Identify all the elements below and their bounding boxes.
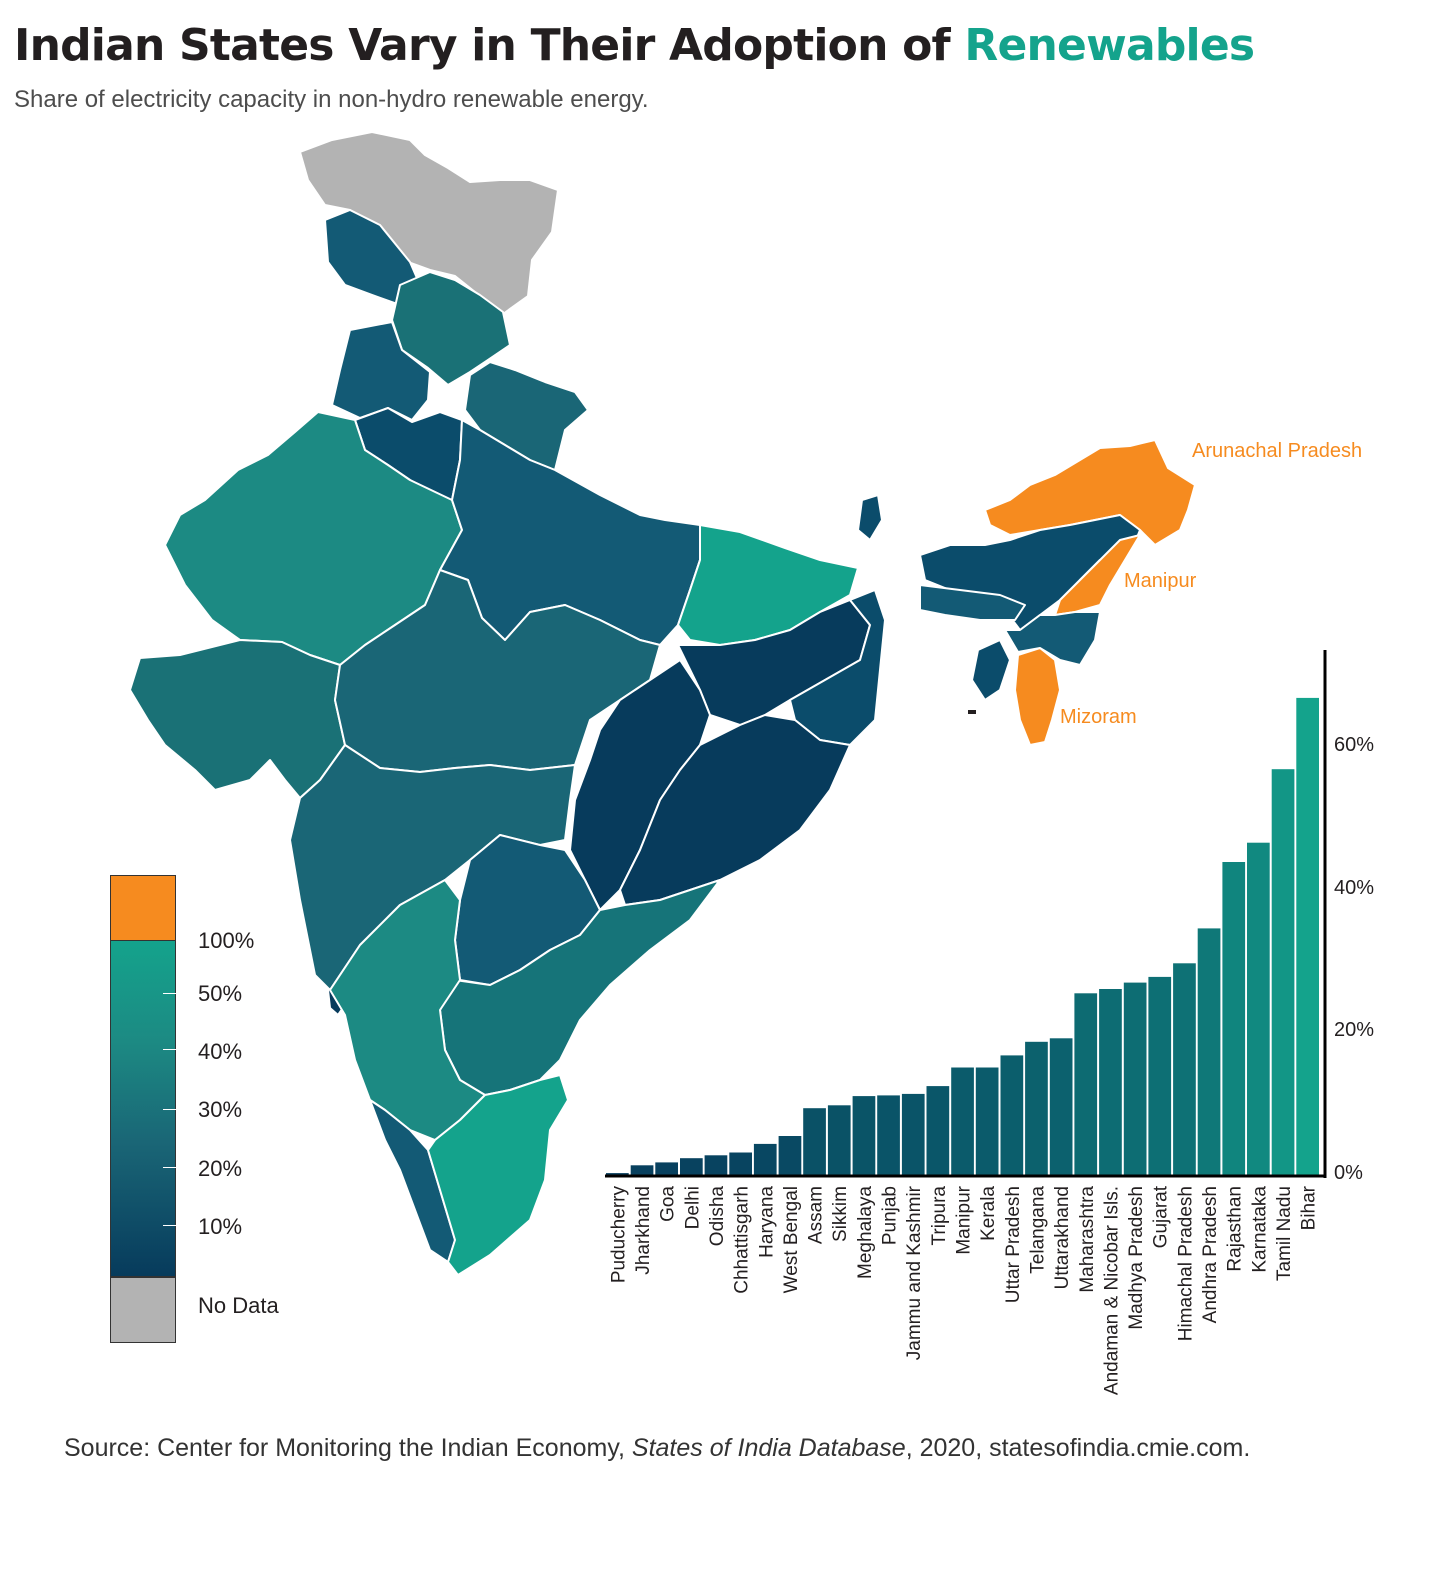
bar-sikkim	[827, 1105, 851, 1176]
bar-kerala	[975, 1067, 999, 1176]
bar-tripura	[926, 1086, 950, 1176]
bar-assam	[803, 1108, 826, 1176]
x-tick-label: Odisha	[707, 1186, 728, 1247]
region-odisha	[619, 714, 851, 906]
x-tick-label: Himachal Pradesh	[1175, 1186, 1196, 1341]
bar-west-bengal	[778, 1136, 802, 1176]
region-meghalaya	[919, 584, 1026, 621]
bar-gujarat	[1148, 976, 1172, 1176]
legend-label-no-data: No Data	[198, 1293, 279, 1318]
title-highlight: Renewables	[964, 20, 1255, 71]
bar-jammu-and-kashmir	[901, 1093, 925, 1176]
x-tick-label: Meghalaya	[855, 1186, 876, 1279]
region-puducherry-karaikal	[968, 710, 976, 714]
bar-tamil-nadu	[1271, 769, 1295, 1176]
x-tick-label: West Bengal	[781, 1186, 802, 1293]
legend-label-40: 40%	[198, 1039, 243, 1064]
bar-uttar-pradesh	[1000, 1055, 1024, 1176]
legend-gradient	[110, 940, 176, 1277]
legend-label-30: 30%	[198, 1097, 243, 1122]
bar-telangana	[1025, 1041, 1048, 1176]
callout-manipur: Manipur	[1124, 570, 1197, 592]
x-tick-label: Telangana	[1027, 1186, 1048, 1274]
region-south-assam	[1004, 611, 1101, 666]
y-tick-label: 0%	[1334, 1162, 1363, 1184]
region-maharashtra	[289, 744, 576, 991]
bar-manipur	[951, 1067, 974, 1176]
region-tamil-nadu	[427, 1074, 569, 1276]
bar-andaman-nicobar-isls-	[1099, 989, 1122, 1176]
x-tick-label: Rajasthan	[1225, 1186, 1246, 1272]
x-tick-label: Bihar	[1299, 1185, 1320, 1230]
region-mizoram	[1014, 647, 1061, 746]
legend-label-10: 10%	[198, 1214, 243, 1239]
x-tick-label: Maharashtra	[1077, 1186, 1098, 1293]
bar-odisha	[704, 1155, 728, 1176]
title-prefix: Indian States Vary in Their Adoption of	[14, 20, 965, 71]
source-database-name: States of India Database	[631, 1434, 906, 1462]
x-tick-label: Andaman & Nicobar Isls.	[1101, 1186, 1122, 1395]
page-title: Indian States Vary in Their Adoption of …	[14, 20, 1255, 71]
y-tick-label: 60%	[1334, 733, 1375, 756]
legend-label-100: 100%	[198, 928, 255, 953]
bar-chhattisgarh	[729, 1152, 752, 1177]
legend-swatch-outlier	[110, 875, 176, 941]
region-sikkim	[857, 494, 883, 541]
legend-label-50: 50%	[198, 981, 243, 1006]
legend-label-20: 20%	[198, 1156, 243, 1181]
source-note: Source: Center for Monitoring the Indian…	[64, 1434, 1250, 1463]
x-tick-label: Uttarakhand	[1052, 1186, 1073, 1290]
bar-punjab	[877, 1095, 900, 1176]
x-tick-label: Haryana	[756, 1186, 777, 1258]
bar-rajasthan	[1222, 862, 1246, 1176]
x-tick-label: Delhi	[682, 1186, 703, 1229]
callout-arunachal-pradesh: Arunachal Pradesh	[1192, 440, 1363, 462]
bar-haryana	[753, 1143, 777, 1176]
x-tick-label: Madhya Pradesh	[1126, 1186, 1147, 1330]
bar-andhra-pradesh	[1197, 928, 1221, 1176]
bar-karnataka	[1247, 842, 1270, 1176]
x-tick-label: Puducherry	[608, 1186, 629, 1284]
x-tick-label: Tamil Nadu	[1274, 1186, 1295, 1281]
subtitle: Share of electricity capacity in non-hyd…	[14, 86, 649, 113]
y-tick-label: 40%	[1334, 876, 1375, 899]
bar-uttarakhand	[1049, 1038, 1073, 1176]
bar-maharashtra	[1074, 993, 1098, 1176]
y-tick-label: 20%	[1334, 1019, 1375, 1042]
x-tick-label: Gujarat	[1151, 1185, 1172, 1248]
x-tick-label: Tripura	[929, 1186, 950, 1246]
bar-goa	[655, 1162, 678, 1176]
x-tick-label: Assam	[806, 1186, 827, 1244]
bar-bihar	[1296, 697, 1319, 1176]
bar-meghalaya	[852, 1096, 876, 1176]
callout-mizoram: Mizoram	[1060, 706, 1137, 728]
source-prefix: Source: Center for Monitoring the Indian…	[64, 1434, 632, 1462]
source-suffix: , 2020, statesofindia.cmie.com.	[905, 1434, 1251, 1462]
x-tick-label: Jammu and Kashmir	[904, 1185, 925, 1360]
bar-jharkhand	[630, 1165, 654, 1176]
x-tick-label: Punjab	[880, 1186, 901, 1245]
x-tick-label: Manipur	[954, 1185, 975, 1254]
x-tick-label: Sikkim	[830, 1186, 851, 1242]
bar-madhya-pradesh	[1123, 982, 1147, 1176]
bar-delhi	[680, 1158, 703, 1176]
x-tick-label: Goa	[658, 1186, 679, 1222]
legend-swatch-no-data	[110, 1277, 176, 1343]
x-tick-label: Andhra Pradesh	[1200, 1186, 1221, 1323]
region-tripura	[971, 639, 1011, 701]
x-tick-label: Uttar Pradesh	[1003, 1186, 1024, 1303]
bar-himachal-pradesh	[1173, 963, 1196, 1176]
x-tick-label: Kerala	[978, 1186, 999, 1241]
x-tick-label: Chhattisgarh	[732, 1186, 753, 1294]
region-punjab	[331, 321, 431, 421]
x-tick-label: Jharkhand	[633, 1186, 654, 1275]
x-tick-label: Karnataka	[1249, 1186, 1270, 1273]
